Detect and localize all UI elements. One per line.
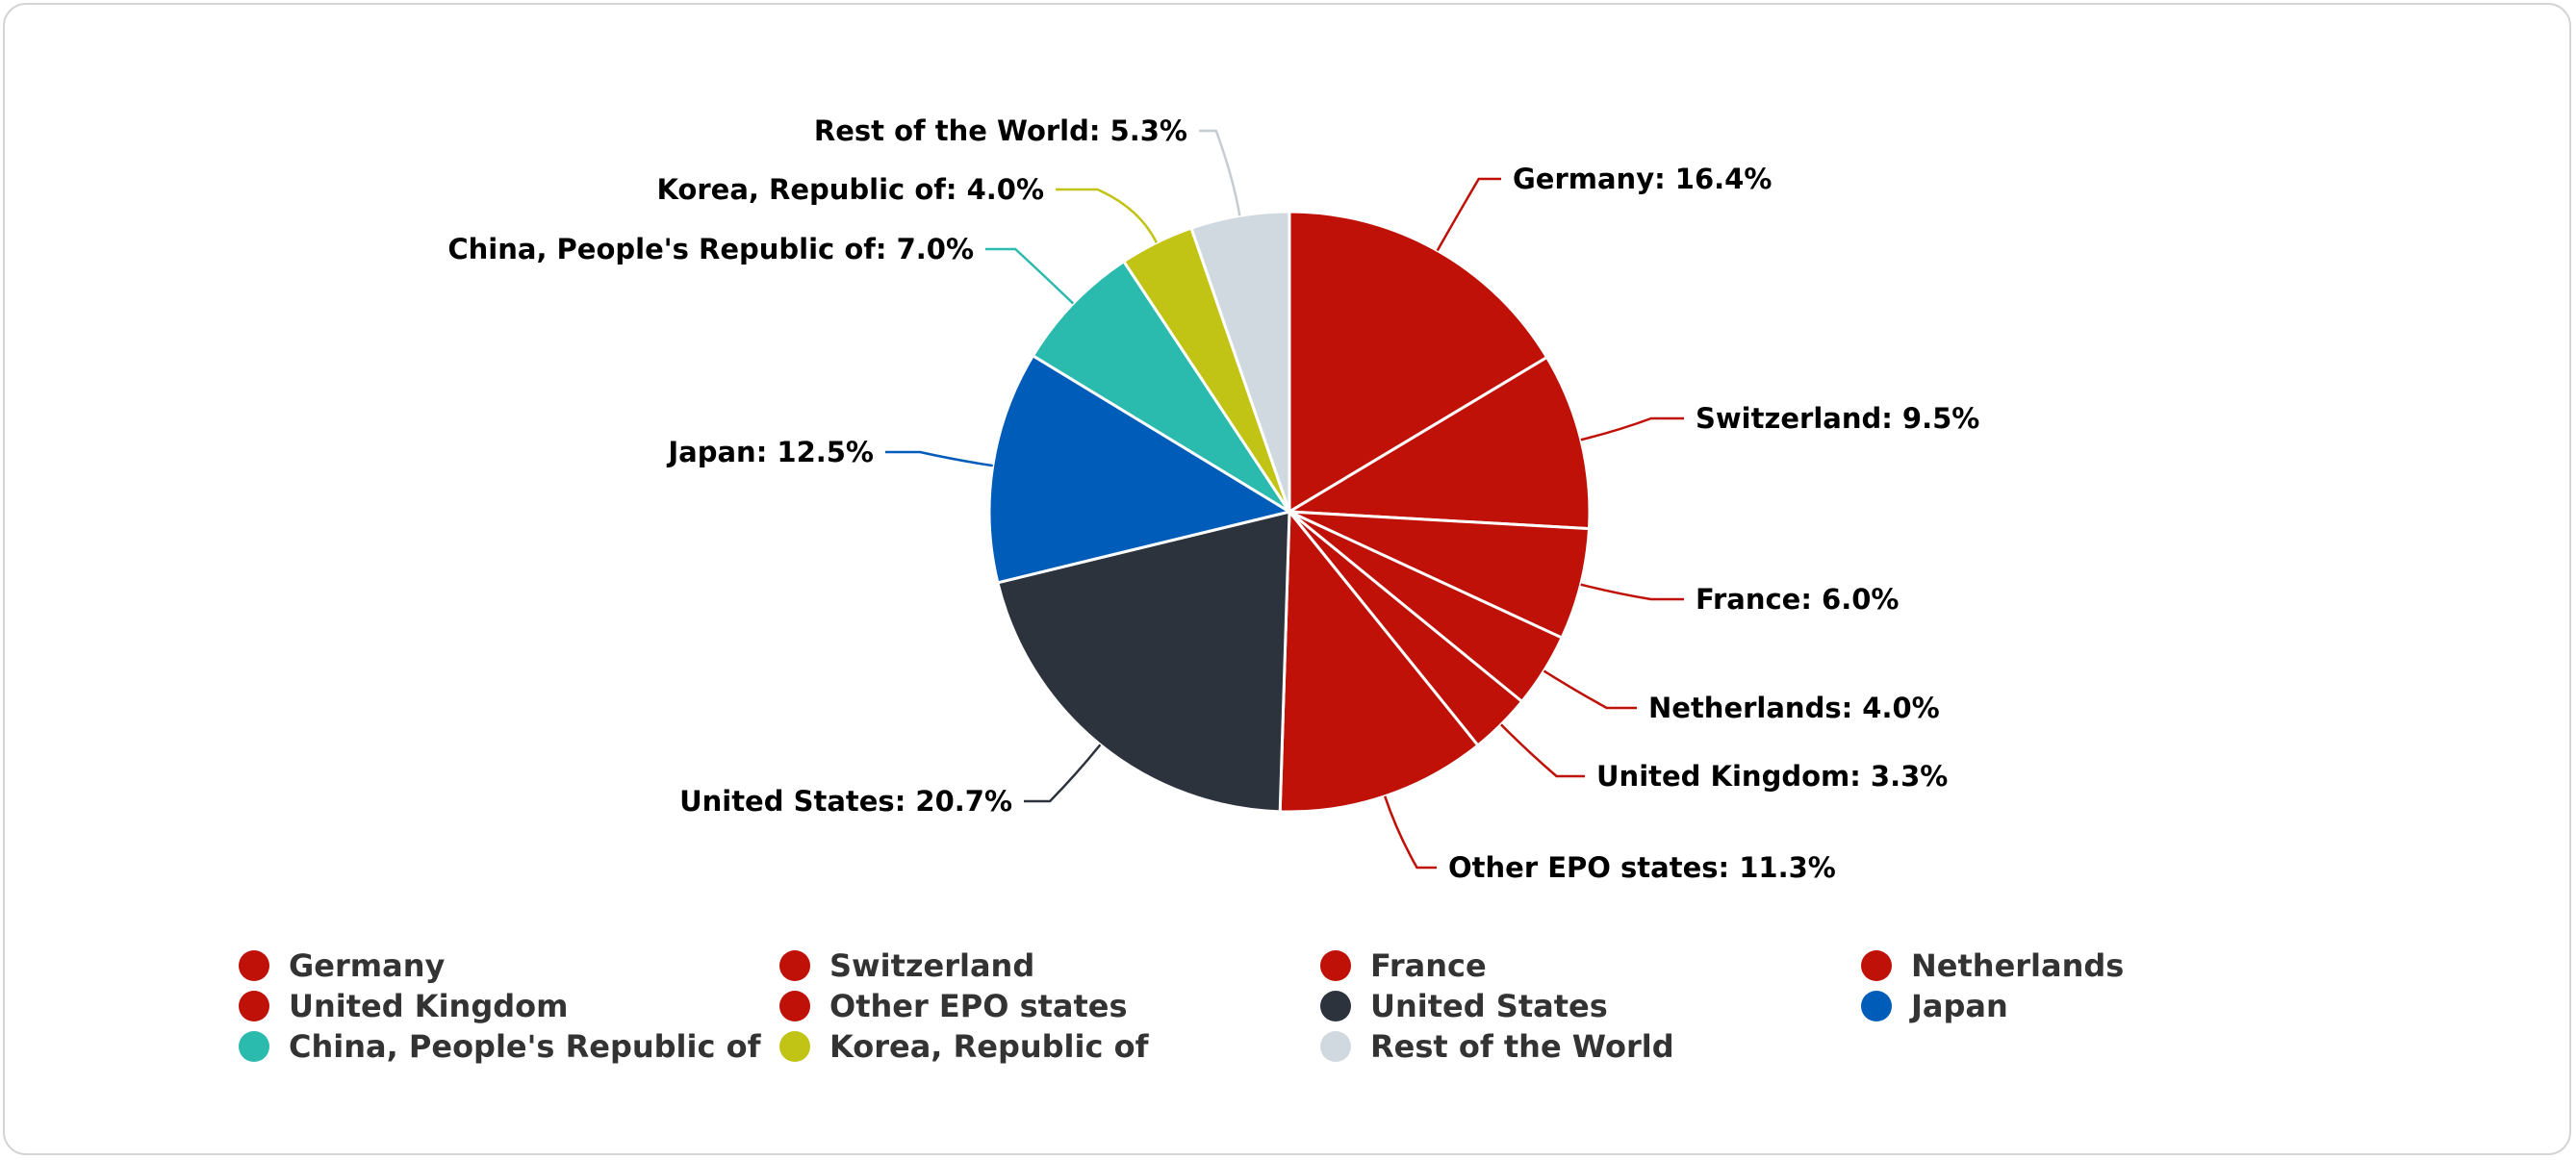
leader-line <box>1581 418 1684 440</box>
legend-swatch <box>1320 991 1351 1021</box>
legend-swatch <box>1861 991 1892 1021</box>
data-label: Switzerland: 9.5% <box>1696 402 1979 435</box>
data-label: Korea, Republic of: 4.0% <box>656 173 1044 206</box>
legend-label: Korea, Republic of <box>829 1028 1148 1065</box>
leader-line <box>1056 189 1157 242</box>
legend-item[interactable]: Germany <box>239 947 779 984</box>
legend-swatch <box>1320 950 1351 981</box>
legend-label: Germany <box>289 947 445 984</box>
data-label: Japan: 12.5% <box>666 436 874 468</box>
leader-line <box>885 452 993 466</box>
data-label: Netherlands: 4.0% <box>1648 692 1940 724</box>
legend-item[interactable]: Japan <box>1861 988 2402 1024</box>
legend: Germany Switzerland France Netherlands Unite… <box>239 947 2404 1065</box>
leader-line <box>1581 585 1684 599</box>
legend-label: Rest of the World <box>1370 1028 1674 1065</box>
leader-line <box>1543 671 1637 708</box>
data-label: Germany: 16.4% <box>1513 163 1772 195</box>
legend-item[interactable]: United Kingdom <box>239 988 779 1024</box>
leader-line <box>1199 131 1239 215</box>
legend-item[interactable]: United States <box>1320 988 1861 1024</box>
leader-line <box>1024 744 1100 801</box>
data-label: France: 6.0% <box>1696 583 1899 616</box>
legend-label: Japan <box>1911 988 2008 1024</box>
leader-line <box>1501 724 1585 776</box>
legend-item[interactable]: China, People's Republic of <box>239 1028 779 1065</box>
legend-swatch <box>779 950 810 981</box>
leader-line <box>1385 796 1437 868</box>
legend-label: United Kingdom <box>289 988 568 1024</box>
legend-item[interactable]: Rest of the World <box>1320 1028 1861 1065</box>
legend-label: France <box>1370 947 1487 984</box>
data-label: Rest of the World: 5.3% <box>814 114 1187 147</box>
leader-line <box>1438 179 1501 251</box>
legend-label: Other EPO states <box>829 988 1128 1024</box>
legend-label: Switzerland <box>829 947 1034 984</box>
data-label: United Kingdom: 3.3% <box>1596 760 1948 793</box>
legend-item[interactable]: Korea, Republic of <box>779 1028 1320 1065</box>
leader-line <box>985 249 1073 304</box>
data-label: China, People's Republic of: 7.0% <box>447 233 974 265</box>
legend-swatch <box>1320 1031 1351 1062</box>
legend-label: China, People's Republic of <box>289 1028 761 1065</box>
legend-swatch <box>1861 950 1892 981</box>
data-label: United States: 20.7% <box>679 785 1012 818</box>
legend-swatch <box>779 1031 810 1062</box>
legend-swatch <box>239 1031 269 1062</box>
legend-swatch <box>239 991 269 1021</box>
legend-swatch <box>239 950 269 981</box>
legend-item[interactable]: Other EPO states <box>779 988 1320 1024</box>
legend-item[interactable]: Switzerland <box>779 947 1320 984</box>
pie-slices <box>989 212 1590 812</box>
legend-item[interactable]: Netherlands <box>1861 947 2402 984</box>
legend-label: United States <box>1370 988 1608 1024</box>
data-label: Other EPO states: 11.3% <box>1448 851 1836 884</box>
legend-label: Netherlands <box>1911 947 2124 984</box>
legend-item[interactable]: France <box>1320 947 1861 984</box>
legend-swatch <box>779 991 810 1021</box>
